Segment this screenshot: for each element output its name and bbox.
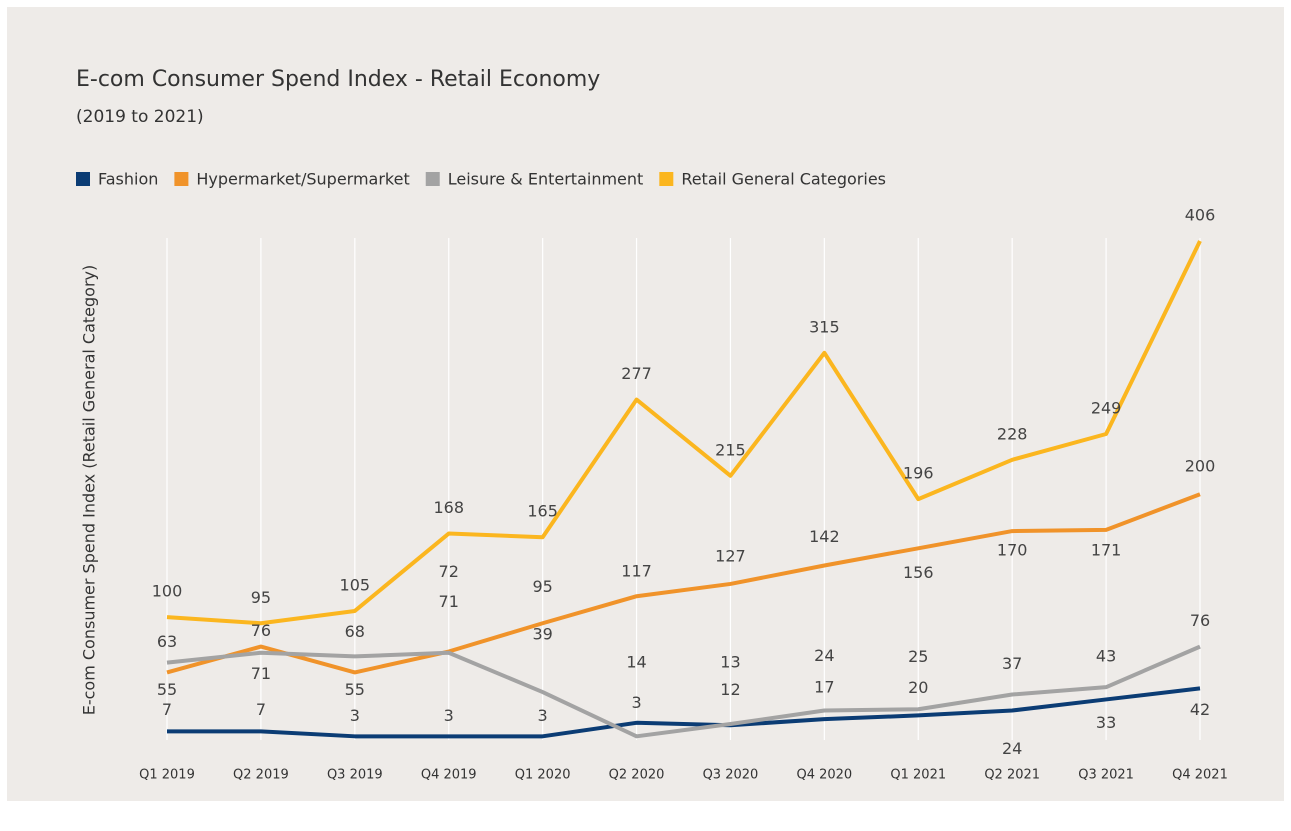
legend-swatch	[76, 172, 90, 186]
data-label: 39	[532, 625, 552, 644]
data-label: 170	[997, 541, 1028, 560]
series-line	[166, 492, 1201, 675]
data-label: 71	[439, 592, 459, 611]
data-label: 171	[1091, 540, 1122, 559]
data-label: 95	[532, 577, 552, 596]
data-label: 72	[439, 562, 459, 581]
data-label: 95	[251, 588, 271, 607]
data-label: 165	[527, 502, 558, 521]
data-label: 63	[157, 632, 177, 651]
x-tick-label: Q4 2020	[796, 768, 852, 783]
data-label: 196	[903, 464, 934, 483]
x-tick-label: Q3 2021	[1078, 768, 1134, 783]
data-label: 25	[908, 647, 928, 666]
data-label: 7	[256, 700, 266, 719]
legend-label: Fashion	[98, 170, 158, 189]
data-label: 24	[1002, 739, 1022, 758]
data-label: 17	[814, 678, 834, 697]
data-label: 55	[345, 680, 365, 699]
data-label: 12	[720, 680, 740, 699]
card-background	[7, 7, 1284, 801]
x-tick-label: Q2 2019	[233, 768, 289, 783]
legend-label: Leisure & Entertainment	[448, 170, 644, 189]
data-label: 7	[162, 700, 172, 719]
legend-swatch	[174, 172, 189, 186]
data-label: 200	[1185, 457, 1216, 476]
legend-swatch	[425, 172, 440, 186]
data-label: 156	[903, 563, 934, 582]
data-label: 24	[814, 646, 834, 665]
y-axis-label: E-com Consumer Spend Index (Retail Gener…	[80, 265, 99, 716]
data-label: 14	[626, 652, 646, 671]
data-label: 76	[1190, 611, 1210, 630]
data-label: 406	[1185, 206, 1216, 225]
data-label: 142	[809, 527, 840, 546]
series-line	[166, 240, 1202, 626]
data-label: 315	[809, 317, 840, 336]
data-label: 3	[538, 706, 548, 725]
data-label: 105	[340, 575, 371, 594]
data-label: 55	[157, 680, 177, 699]
data-label: 3	[631, 693, 641, 712]
x-tick-label: Q1 2019	[139, 768, 195, 783]
data-label: 3	[350, 706, 360, 725]
data-label: 228	[997, 424, 1028, 443]
x-tick-label: Q3 2019	[327, 768, 383, 783]
data-label: 71	[251, 664, 271, 683]
x-tick-label: Q1 2020	[515, 768, 571, 783]
legend-swatch	[659, 172, 674, 186]
series-line	[166, 644, 1201, 739]
data-label: 215	[715, 440, 746, 459]
data-label: 127	[715, 546, 746, 565]
x-tick-label: Q3 2020	[703, 768, 759, 783]
x-tick-label: Q1 2021	[890, 768, 946, 783]
data-label: 37	[1002, 654, 1022, 673]
data-label: 13	[720, 653, 740, 672]
series-line	[167, 686, 1201, 739]
data-label: 168	[433, 498, 464, 517]
data-label: 277	[621, 364, 652, 383]
data-label: 3	[444, 706, 454, 725]
data-label: 33	[1096, 713, 1116, 732]
data-label: 117	[621, 562, 652, 581]
data-label: 20	[908, 678, 928, 697]
data-label: 43	[1096, 647, 1116, 666]
x-tick-label: Q2 2021	[984, 768, 1040, 783]
x-tick-label: Q2 2020	[609, 768, 665, 783]
legend-label: Retail General Categories	[681, 170, 886, 189]
chart-subtitle: (2019 to 2021)	[76, 107, 204, 127]
data-label: 42	[1190, 700, 1210, 719]
x-tick-label: Q4 2021	[1172, 768, 1228, 783]
data-label: 100	[152, 582, 183, 601]
legend-label: Hypermarket/Supermarket	[196, 170, 409, 189]
data-label: 76	[251, 621, 271, 640]
data-label: 249	[1091, 399, 1122, 418]
data-label: 68	[345, 622, 365, 641]
x-tick-label: Q4 2019	[421, 768, 477, 783]
chart-title: E-com Consumer Spend Index - Retail Econ…	[76, 67, 600, 92]
